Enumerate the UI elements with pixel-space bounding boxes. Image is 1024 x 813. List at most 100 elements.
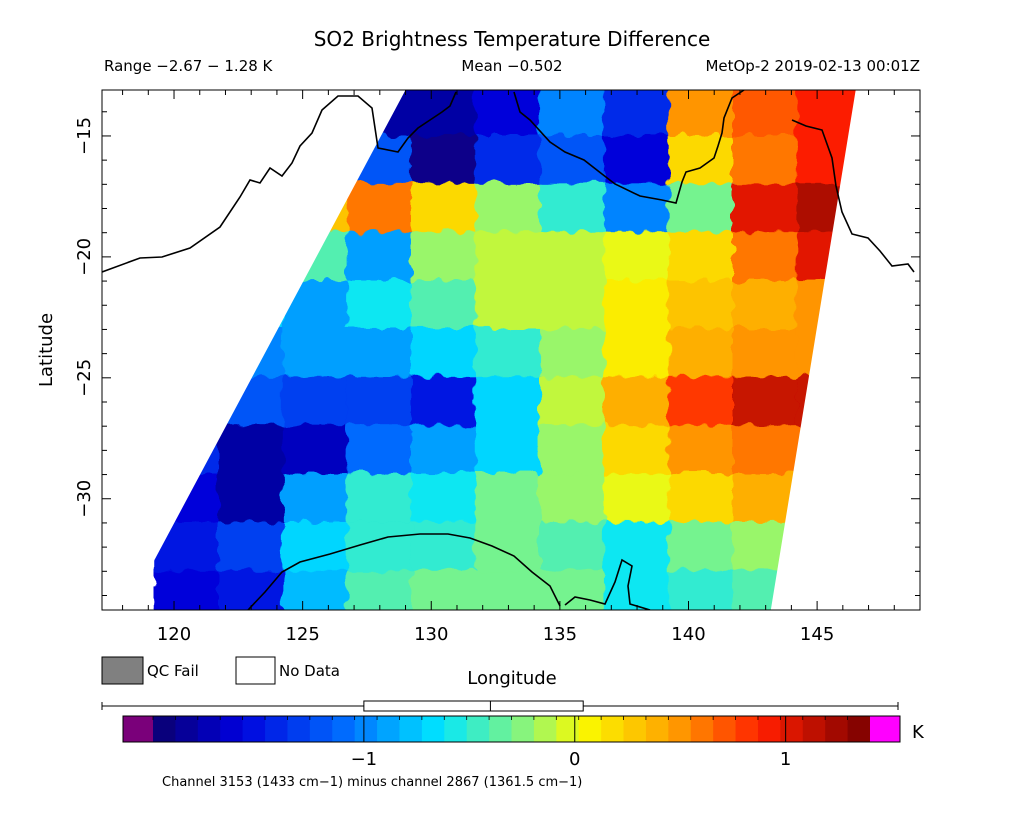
heatmap-cell — [732, 183, 799, 234]
heatmap-cell — [539, 376, 606, 428]
x-tick-labels: 120 125 130 135 140 145 — [157, 624, 834, 645]
colorbar-segment — [847, 716, 871, 742]
colorbar-segment — [757, 716, 781, 742]
heatmap-cell — [668, 183, 735, 234]
satellite-time-label: MetOp-2 2019-02-13 00:01Z — [705, 57, 920, 75]
heatmap-cell — [410, 425, 478, 476]
heatmap-cell — [410, 570, 478, 610]
heatmap-cell — [668, 570, 735, 610]
heatmap-cell — [346, 376, 413, 428]
heatmap-cell — [475, 521, 542, 573]
heatmap-cell — [282, 425, 349, 476]
x-tick-label: 140 — [671, 624, 705, 645]
heatmap-cell — [218, 570, 285, 610]
colorbar-segment — [668, 716, 692, 742]
colorbar-segment — [466, 716, 490, 742]
colorbar-tick-label: −1 — [351, 749, 378, 770]
colorbar-under-swatch — [123, 716, 153, 742]
colorbar-segment — [556, 716, 580, 742]
heatmap-cell — [218, 425, 285, 476]
heatmap-cell — [539, 231, 606, 283]
colorbar-segment — [735, 716, 759, 742]
x-tick-label: 135 — [543, 624, 577, 645]
heatmap-cell — [539, 570, 606, 610]
colorbar-segment — [153, 716, 177, 742]
y-tick-marks — [102, 111, 920, 596]
heatmap-cell — [603, 231, 671, 283]
range-box — [363, 700, 584, 712]
heatmap-cell — [603, 328, 671, 379]
heatmap-cell — [410, 280, 478, 331]
no-data-label: No Data — [279, 662, 340, 680]
heatmap-cell — [732, 134, 799, 186]
heatmap-cell — [218, 473, 285, 524]
colorbar-segment — [197, 716, 221, 742]
colorbar-tick-label: 0 — [569, 749, 580, 770]
colorbar-segment — [713, 716, 737, 742]
colorbar-unit: K — [912, 722, 925, 743]
heatmap-cell — [475, 134, 542, 186]
heatmap-cell — [346, 570, 413, 610]
x-tick-label: 145 — [800, 624, 834, 645]
heatmap-cell — [732, 90, 799, 137]
colorbar-segment — [399, 716, 423, 742]
y-tick-label: −30 — [74, 480, 95, 518]
heatmap-cell — [668, 90, 735, 137]
heatmap-cell — [603, 570, 671, 610]
coastline — [102, 90, 915, 610]
colorbar-gradient — [153, 716, 871, 742]
heatmap-cell — [346, 231, 413, 283]
heatmap-cell — [539, 280, 606, 331]
heatmap-cell — [668, 521, 735, 573]
heatmap-cell — [475, 280, 542, 331]
chart-title: SO2 Brightness Temperature Difference — [314, 27, 711, 51]
heatmap-cell — [346, 183, 413, 234]
heatmap-cell — [603, 183, 671, 234]
y-tick-labels: −15 −20 −25 −30 — [74, 117, 95, 518]
colorbar-segment — [309, 716, 333, 742]
colorbar-segment — [354, 716, 378, 742]
heatmap-cell — [668, 280, 735, 331]
heatmap-cell — [282, 376, 349, 428]
plot-frame — [101, 89, 921, 611]
heatmap-cell — [603, 134, 671, 186]
colorbar-segment — [489, 716, 513, 742]
colorbar-segment — [332, 716, 356, 742]
heatmap-cell — [603, 90, 671, 137]
heatmap-cell — [282, 473, 349, 524]
heatmap-cell — [603, 425, 671, 476]
colorbar-tick-labels: −1 0 1 — [351, 749, 792, 770]
colorbar-segment — [511, 716, 535, 742]
heatmap-cell — [539, 521, 606, 573]
heatmap-cell — [732, 328, 799, 379]
colorbar-segment — [444, 716, 468, 742]
colorbar-segment — [578, 716, 602, 742]
colorbar-tick-label: 1 — [780, 749, 791, 770]
range-label: Range −2.67 − 1.28 K — [104, 57, 274, 75]
y-tick-label: −20 — [74, 238, 95, 276]
heatmap-cell — [539, 328, 606, 379]
heatmap-cell — [668, 473, 735, 524]
heatmap-cell — [668, 134, 735, 186]
heatmap-cell — [475, 473, 542, 524]
colorbar-segment — [780, 716, 804, 742]
x-tick-label: 120 — [157, 624, 191, 645]
heatmap-cell — [732, 231, 799, 283]
heatmap-cell — [410, 231, 478, 283]
heatmap-cell — [346, 473, 413, 524]
heatmap-cell — [346, 280, 413, 331]
heatmap-cell — [668, 231, 735, 283]
heatmap-cell — [668, 376, 735, 428]
heatmap-cell — [475, 90, 542, 137]
heatmap-cell — [218, 521, 285, 573]
x-tick-label: 130 — [414, 624, 448, 645]
heatmap-cell — [410, 183, 478, 234]
colorbar-segment — [421, 716, 445, 742]
heatmap-cell — [410, 90, 478, 137]
colorbar-segment — [242, 716, 266, 742]
heatmap-cell — [346, 328, 413, 379]
heatmap-cell — [539, 90, 606, 137]
heatmap-cell — [410, 328, 478, 379]
colorbar-segment — [825, 716, 849, 742]
heatmap-cell — [346, 521, 413, 573]
